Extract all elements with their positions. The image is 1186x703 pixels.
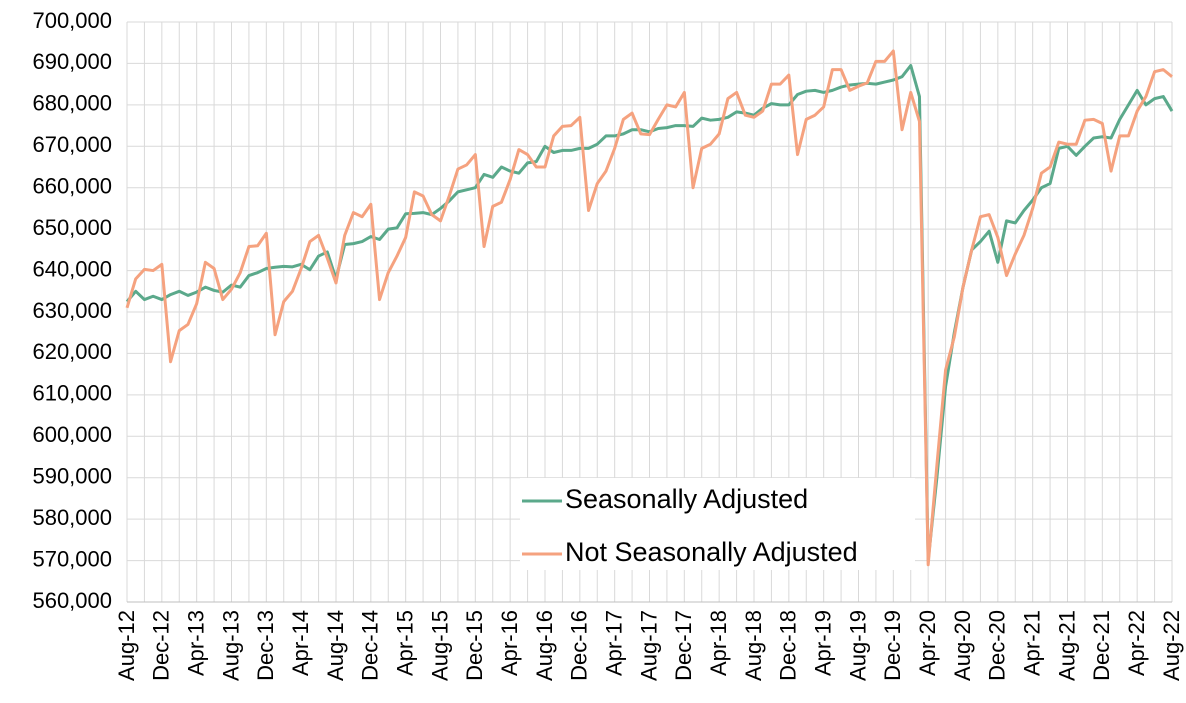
x-tick-label: Dec-21 xyxy=(1089,610,1114,681)
y-tick-label: 690,000 xyxy=(32,49,112,74)
x-tick-label: Aug-13 xyxy=(218,610,243,681)
y-tick-label: 600,000 xyxy=(32,422,112,447)
y-tick-label: 660,000 xyxy=(32,174,112,199)
x-tick-label: Dec-16 xyxy=(567,610,592,681)
y-tick-label: 590,000 xyxy=(32,464,112,489)
y-tick-label: 630,000 xyxy=(32,298,112,323)
x-tick-label: Aug-20 xyxy=(950,610,975,681)
x-tick-label: Dec-17 xyxy=(671,610,696,681)
x-tick-label: Apr-14 xyxy=(288,610,313,676)
x-tick-label: Dec-15 xyxy=(462,610,487,681)
x-tick-label: Aug-15 xyxy=(427,610,452,681)
y-tick-label: 610,000 xyxy=(32,381,112,406)
x-tick-label: Aug-14 xyxy=(323,610,348,681)
x-tick-label: Dec-19 xyxy=(880,610,905,681)
legend-box xyxy=(520,478,915,570)
x-tick-label: Apr-22 xyxy=(1124,610,1149,676)
y-tick-label: 570,000 xyxy=(32,546,112,571)
y-tick-label: 620,000 xyxy=(32,339,112,364)
y-tick-label: 560,000 xyxy=(32,588,112,613)
x-tick-label: Aug-18 xyxy=(741,610,766,681)
series-line xyxy=(125,49,1173,567)
x-tick-label: Apr-17 xyxy=(601,610,626,676)
x-tick-label: Dec-12 xyxy=(149,610,174,681)
x-tick-label: Dec-13 xyxy=(253,610,278,681)
x-tick-label: Aug-21 xyxy=(1054,610,1079,681)
x-tick-label: Apr-13 xyxy=(183,610,208,676)
x-tick-label: Aug-17 xyxy=(636,610,661,681)
x-tick-label: Apr-21 xyxy=(1019,610,1044,676)
x-tick-label: Apr-20 xyxy=(915,610,940,676)
y-tick-label: 640,000 xyxy=(32,256,112,281)
y-tick-label: 680,000 xyxy=(32,91,112,116)
x-tick-label: Apr-18 xyxy=(706,610,731,676)
x-tick-label: Apr-16 xyxy=(497,610,522,676)
x-tick-label: Aug-16 xyxy=(532,610,557,681)
y-tick-label: 670,000 xyxy=(32,132,112,157)
y-tick-label: 700,000 xyxy=(32,8,112,33)
x-tick-label: Apr-15 xyxy=(392,610,417,676)
legend-label: Seasonally Adjusted xyxy=(565,484,808,514)
x-tick-label: Apr-19 xyxy=(810,610,835,676)
x-tick-label: Aug-19 xyxy=(845,610,870,681)
y-tick-label: 650,000 xyxy=(32,215,112,240)
x-tick-label: Dec-14 xyxy=(358,610,383,681)
x-tick-label: Dec-18 xyxy=(776,610,801,681)
x-tick-label: Dec-20 xyxy=(985,610,1010,681)
legend-label: Not Seasonally Adjusted xyxy=(565,537,858,567)
x-tick-label: Aug-22 xyxy=(1159,610,1184,681)
x-tick-label: Aug-12 xyxy=(114,610,139,681)
y-tick-label: 580,000 xyxy=(32,505,112,530)
